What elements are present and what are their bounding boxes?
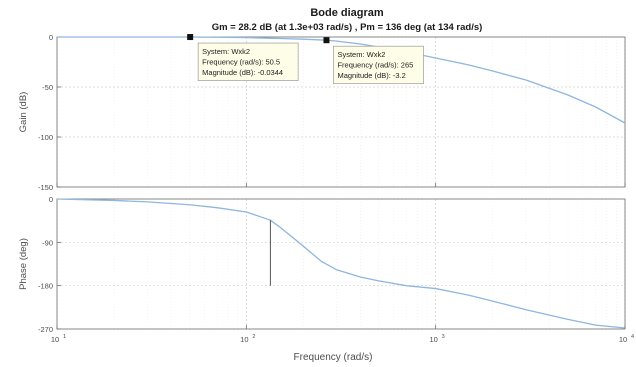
datatip-line: Magnitude (dB): -3.2	[337, 71, 405, 80]
magnitude-y-tick-label: -50	[42, 83, 53, 92]
datatip-box[interactable]	[333, 45, 424, 85]
phase-y-tick-label: -270	[38, 325, 53, 334]
chart-subtitle: Gm = 28.2 dB (at 1.3e+03 rad/s) , Pm = 1…	[212, 22, 483, 33]
chart-title: Bode diagram	[310, 7, 384, 19]
datatip-line: System: Wxk2	[202, 47, 250, 56]
magnitude-series-line	[57, 36, 626, 124]
datatip-line: System: Wxk2	[337, 50, 385, 59]
x-tick-exponent: 1	[63, 334, 66, 340]
datatip-marker[interactable]	[187, 34, 194, 41]
x-tick-label: 10	[51, 335, 59, 344]
magnitude-y-tick-label: 0	[49, 33, 53, 42]
x-tick-exponent: 4	[631, 334, 634, 340]
phase-y-axis-label: Phase (deg)	[18, 238, 29, 290]
x-tick-label: 10	[240, 335, 248, 344]
phase-y-tick-label: -90	[42, 238, 53, 247]
magnitude-y-tick-label: -100	[38, 133, 53, 142]
magnitude-axes-frame	[56, 36, 626, 188]
phase-axes-frame	[56, 198, 626, 330]
datatip-line: Frequency (rad/s): 265	[337, 61, 413, 70]
phase-y-tick-label: 0	[49, 195, 53, 204]
datatip-marker[interactable]	[323, 37, 330, 44]
phase-series-line	[56, 198, 626, 329]
phase-y-tick-label: -180	[38, 282, 53, 291]
x-tick-exponent: 3	[442, 334, 445, 340]
x-axis-label: Frequency (rad/s)	[294, 352, 373, 363]
x-tick-exponent: 2	[252, 334, 255, 340]
datatip-line: Frequency (rad/s): 50.5	[202, 58, 280, 67]
datatip-box[interactable]	[197, 42, 299, 81]
x-tick-label: 10	[429, 335, 437, 344]
magnitude-y-tick-label: -150	[38, 183, 53, 192]
phase-plot-area	[57, 199, 625, 329]
x-tick-label: 10	[619, 335, 627, 344]
magnitude-y-axis-label: Gain (dB)	[18, 92, 29, 133]
datatip-line: Magnitude (dB): -0.0344	[202, 68, 283, 77]
